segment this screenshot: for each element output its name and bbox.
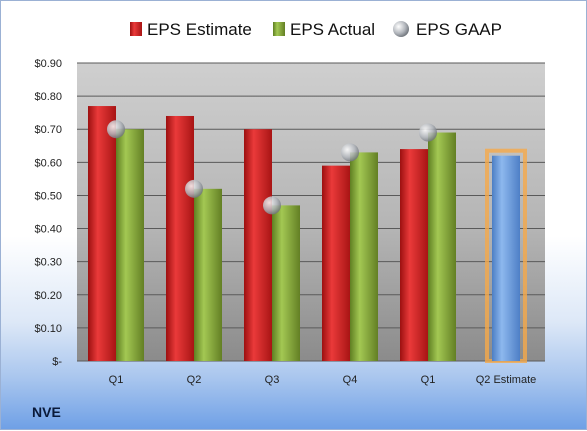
bar-eps-actual xyxy=(272,205,300,361)
plot-area xyxy=(77,63,545,361)
y-tick-label: $0.40 xyxy=(34,224,62,236)
y-tick-label: $0.80 xyxy=(34,91,62,103)
x-tick-label: Q2 Estimate xyxy=(476,374,537,386)
legend-label-eps-estimate: EPS Estimate xyxy=(147,20,252,39)
legend-label-eps-actual: EPS Actual xyxy=(290,20,375,39)
legend-swatch-eps-actual xyxy=(273,22,285,36)
point-eps-gaap xyxy=(185,179,203,198)
legend-swatch-eps-gaap xyxy=(393,21,409,37)
legend-item-eps-estimate: EPS Estimate xyxy=(130,20,252,39)
x-tick-label: Q1 xyxy=(421,374,436,386)
point-eps-gaap xyxy=(263,196,281,215)
bar-eps-estimate xyxy=(244,129,272,361)
bar-eps-estimate xyxy=(322,165,350,361)
bar-eps-actual xyxy=(428,132,456,361)
y-tick-label: $0.70 xyxy=(34,124,62,136)
x-tick-label: Q1 xyxy=(109,374,124,386)
y-tick-label: $0.10 xyxy=(34,323,62,335)
x-tick-label: Q4 xyxy=(343,374,358,386)
y-tick-label: $0.30 xyxy=(34,257,62,269)
legend-swatch-eps-estimate xyxy=(130,22,142,36)
point-eps-gaap xyxy=(341,143,359,162)
legend-item-eps-actual: EPS Actual xyxy=(273,20,375,39)
bar-eps-actual xyxy=(116,129,144,361)
legend-label-eps-gaap: EPS GAAP xyxy=(416,20,502,39)
bar-eps-estimate xyxy=(166,115,194,361)
y-tick-label: $0.60 xyxy=(34,157,62,169)
bar-eps-estimate xyxy=(400,149,428,361)
bar-eps-projection xyxy=(492,155,520,361)
y-tick-label: $0.20 xyxy=(34,290,62,302)
ticker-symbol: NVE xyxy=(32,404,61,420)
bar-eps-estimate xyxy=(88,106,116,362)
x-tick-label: Q2 xyxy=(187,374,202,386)
legend-item-eps-gaap: EPS GAAP xyxy=(393,20,502,39)
y-tick-label: $0.50 xyxy=(34,190,62,202)
legend: EPS Estimate EPS Actual EPS GAAP xyxy=(130,20,502,39)
y-tick-label: $0.90 xyxy=(34,58,62,70)
x-tick-label: Q3 xyxy=(265,374,280,386)
y-tick-label: $- xyxy=(52,356,62,368)
bar-eps-actual xyxy=(350,152,378,361)
point-eps-gaap xyxy=(419,123,437,142)
point-eps-gaap xyxy=(107,120,125,139)
bar-eps-actual xyxy=(194,188,222,361)
